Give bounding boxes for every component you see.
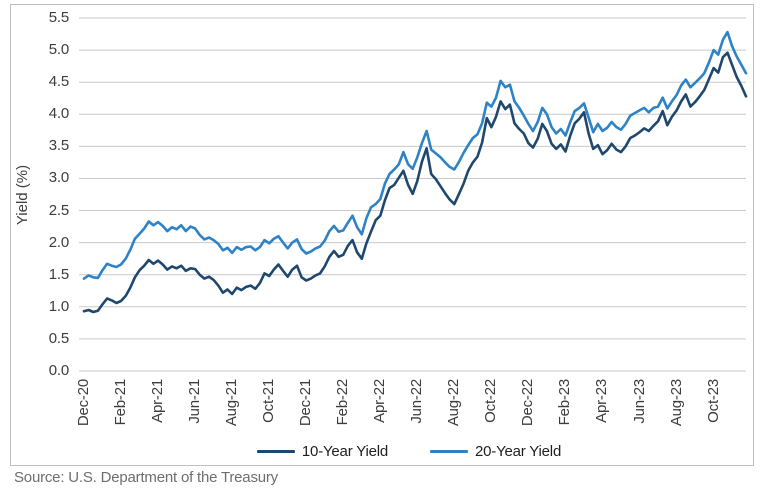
x-tick-label: Feb-23	[556, 379, 573, 426]
series-line-20-year-yield	[82, 30, 748, 280]
x-tick-label: Oct-21	[260, 379, 277, 423]
legend-label-20-year: 20-Year Yield	[475, 442, 562, 460]
x-tick-label: Dec-21	[297, 379, 314, 427]
x-tick-label: Apr-21	[149, 379, 166, 423]
x-tick-label: Aug-21	[223, 379, 240, 427]
legend-label-10-year: 10-Year Yield	[301, 442, 388, 460]
x-tick-label: Oct-23	[705, 379, 722, 423]
x-tick-label: Dec-22	[519, 379, 536, 427]
x-tick-label: Jun-22	[408, 379, 425, 424]
y-tick-label: 3.5	[48, 137, 69, 154]
y-tick-label: 4.5	[48, 73, 69, 90]
chart-container: Yield (%) 0.0 0.5 1.0 1.5 2.0 2.5 3.0 3.5 4.0 4.5…	[10, 4, 754, 466]
legend-line-swatch-10-year	[256, 449, 295, 453]
x-tick-label: Aug-23	[668, 379, 685, 427]
x-tick-label: Jun-21	[186, 379, 203, 424]
y-tick-label: 0.0	[48, 362, 69, 379]
x-tick-label: Feb-21	[112, 379, 129, 426]
y-tick-label: 4.0	[48, 105, 69, 122]
y-tick-label: 5.0	[48, 41, 69, 58]
y-tick-label: 2.0	[48, 234, 69, 251]
chart-legend: 10-Year Yield 20-Year Yield	[71, 441, 747, 461]
y-tick-label: 3.0	[48, 169, 69, 186]
legend-item-10-year-yield: 10-Year Yield	[256, 442, 388, 460]
x-tick-label: Dec-20	[75, 379, 92, 427]
x-tick-label: Aug-22	[445, 379, 462, 427]
y-tick-label: 2.5	[48, 202, 69, 219]
x-tick-label: Jun-23	[631, 379, 648, 424]
x-tick-label: Feb-22	[334, 379, 351, 426]
x-tick-label: Apr-23	[593, 379, 610, 423]
y-tick-label: 1.0	[48, 298, 69, 315]
series-line-10-year-yield	[82, 51, 748, 314]
legend-line-swatch-20-year	[430, 449, 468, 453]
y-tick-label: 1.5	[48, 266, 69, 283]
legend-item-20-year-yield: 20-Year Yield	[430, 443, 561, 460]
x-tick-label: Apr-22	[371, 379, 388, 423]
y-tick-label: 5.5	[48, 9, 69, 26]
x-tick-label: Oct-22	[482, 379, 499, 423]
y-tick-label: 0.5	[48, 330, 69, 347]
source-text: Source: U.S. Department of the Treasury	[14, 469, 278, 486]
line-chart-plot	[79, 17, 748, 372]
